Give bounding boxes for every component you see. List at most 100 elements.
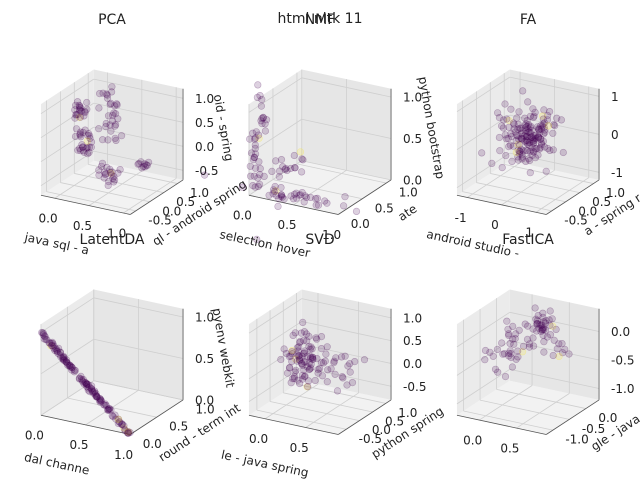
z-gridline bbox=[509, 311, 600, 332]
y-gridline bbox=[296, 383, 386, 404]
z-tick-label: 0.0 bbox=[195, 140, 214, 154]
data-point bbox=[123, 429, 132, 437]
data-point bbox=[97, 397, 105, 406]
data-point bbox=[301, 347, 309, 355]
data-point bbox=[85, 149, 93, 157]
data-point bbox=[339, 374, 347, 382]
data-point bbox=[300, 373, 309, 381]
data-point bbox=[287, 379, 295, 387]
data-point bbox=[95, 166, 103, 174]
data-point bbox=[505, 116, 513, 125]
data-point bbox=[534, 311, 542, 320]
data-point bbox=[512, 131, 521, 139]
data-point bbox=[79, 147, 87, 155]
data-point bbox=[531, 154, 540, 162]
data-point bbox=[535, 324, 543, 332]
data-point bbox=[344, 362, 352, 370]
data-point bbox=[505, 349, 513, 357]
x-tick-label: 1.0 bbox=[107, 226, 126, 240]
data-point bbox=[505, 123, 513, 131]
data-point bbox=[75, 144, 84, 152]
data-point bbox=[549, 129, 557, 137]
data-point bbox=[56, 351, 64, 359]
data-point bbox=[258, 119, 266, 128]
data-point bbox=[509, 119, 518, 127]
z-tick-label: 1.0 bbox=[403, 311, 422, 325]
data-point bbox=[301, 372, 309, 380]
x-axis-line bbox=[456, 194, 547, 215]
z-tick-label: 1.0 bbox=[195, 92, 214, 106]
data-point bbox=[251, 144, 259, 153]
data-point bbox=[290, 190, 299, 198]
data-point bbox=[48, 338, 57, 347]
data-point bbox=[104, 405, 112, 413]
data-point bbox=[508, 157, 516, 165]
data-point bbox=[275, 195, 283, 203]
data-point bbox=[295, 352, 303, 360]
data-point bbox=[56, 349, 65, 357]
x-axis-line bbox=[248, 414, 339, 435]
data-point bbox=[509, 322, 517, 331]
x-gridline bbox=[535, 177, 589, 213]
x-gridline bbox=[305, 392, 359, 428]
data-point bbox=[305, 377, 313, 385]
data-point bbox=[523, 132, 531, 140]
z-gridline bbox=[456, 368, 510, 405]
y-axis-line bbox=[546, 179, 600, 215]
data-point bbox=[295, 343, 303, 351]
data-point bbox=[505, 330, 513, 338]
data-point bbox=[523, 116, 531, 125]
data-point bbox=[305, 342, 313, 351]
data-point bbox=[513, 114, 521, 122]
data-point bbox=[249, 129, 257, 137]
data-point bbox=[538, 326, 546, 334]
data-point bbox=[108, 412, 116, 420]
data-point bbox=[504, 325, 512, 333]
data-point bbox=[60, 356, 69, 364]
data-point bbox=[532, 144, 541, 153]
data-point bbox=[538, 321, 546, 329]
data-point bbox=[297, 329, 305, 337]
y-tick-label: 0.0 bbox=[372, 423, 391, 437]
data-point bbox=[510, 340, 518, 348]
data-point bbox=[53, 347, 61, 355]
data-point bbox=[113, 101, 121, 109]
data-point bbox=[256, 171, 264, 179]
data-point bbox=[300, 358, 309, 366]
data-point bbox=[290, 151, 298, 160]
data-point bbox=[481, 346, 490, 355]
data-point bbox=[505, 331, 513, 340]
data-point bbox=[250, 153, 258, 161]
data-point bbox=[106, 168, 114, 177]
data-point bbox=[314, 369, 322, 377]
y-gridline bbox=[296, 163, 387, 184]
data-point bbox=[298, 168, 306, 176]
data-point bbox=[77, 372, 85, 381]
data-point bbox=[51, 344, 59, 352]
data-point bbox=[103, 94, 112, 102]
z-tick-label: -0.5 bbox=[611, 354, 634, 368]
data-point bbox=[524, 125, 532, 133]
data-point bbox=[71, 114, 79, 122]
data-point bbox=[90, 387, 99, 395]
y-tick-label: 0.5 bbox=[169, 420, 188, 434]
x-tick-label: 0.5 bbox=[73, 219, 92, 233]
x-tick-label: 1.0 bbox=[322, 228, 341, 242]
z-gridline bbox=[40, 126, 94, 163]
panel-title: FastICA bbox=[502, 232, 554, 248]
data-point bbox=[300, 349, 308, 358]
data-point bbox=[253, 93, 261, 101]
z-tick-label: 0.0 bbox=[403, 173, 422, 187]
data-point bbox=[89, 389, 97, 397]
data-point bbox=[507, 350, 515, 358]
data-point bbox=[494, 368, 502, 376]
data-point bbox=[510, 120, 518, 128]
data-point bbox=[533, 320, 542, 328]
data-point bbox=[257, 117, 265, 125]
data-point bbox=[71, 366, 79, 375]
x-axis-line bbox=[40, 194, 131, 215]
y-gridline bbox=[269, 401, 360, 422]
data-point bbox=[75, 374, 83, 382]
y-tick-label: -0.5 bbox=[359, 432, 382, 446]
